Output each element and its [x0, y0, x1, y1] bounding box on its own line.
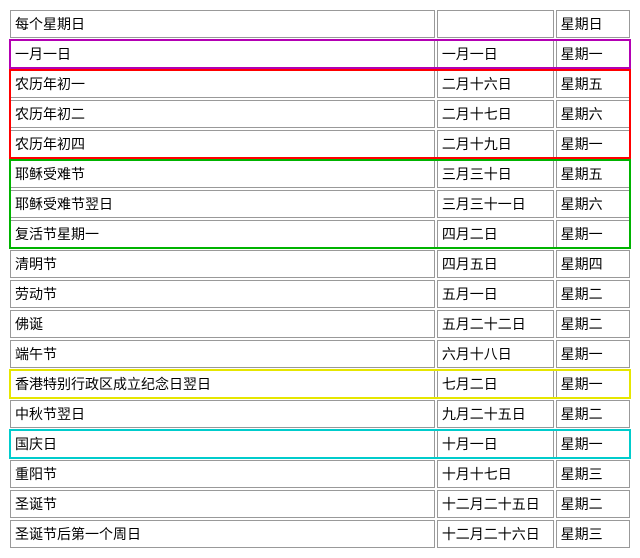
cell-dow: 星期五 [556, 70, 630, 98]
cell-dow: 星期日 [556, 10, 630, 38]
table-row: 一月一日一月一日星期一 [10, 40, 630, 68]
cell-holiday: 国庆日 [10, 430, 435, 458]
cell-date [437, 10, 554, 38]
table-row: 国庆日十月一日星期一 [10, 430, 630, 458]
cell-dow: 星期一 [556, 340, 630, 368]
cell-dow: 星期一 [556, 130, 630, 158]
cell-dow: 星期六 [556, 100, 630, 128]
cell-dow: 星期四 [556, 250, 630, 278]
cell-date: 十月一日 [437, 430, 554, 458]
table-row: 耶稣受难节翌日三月三十一日星期六 [10, 190, 630, 218]
table-container: 每个星期日星期日一月一日一月一日星期一农历年初一二月十六日星期五农历年初二二月十… [8, 8, 632, 550]
cell-date: 十二月二十五日 [437, 490, 554, 518]
cell-date: 四月二日 [437, 220, 554, 248]
cell-dow: 星期一 [556, 40, 630, 68]
cell-date: 十二月二十六日 [437, 520, 554, 548]
cell-holiday: 复活节星期一 [10, 220, 435, 248]
cell-holiday: 每个星期日 [10, 10, 435, 38]
cell-dow: 星期三 [556, 520, 630, 548]
table-row: 农历年初四二月十九日星期一 [10, 130, 630, 158]
cell-date: 一月一日 [437, 40, 554, 68]
cell-dow: 星期一 [556, 430, 630, 458]
table-row: 圣诞节后第一个周日十二月二十六日星期三 [10, 520, 630, 548]
cell-holiday: 耶稣受难节翌日 [10, 190, 435, 218]
cell-holiday: 农历年初二 [10, 100, 435, 128]
cell-holiday: 中秋节翌日 [10, 400, 435, 428]
table-row: 清明节四月五日星期四 [10, 250, 630, 278]
table-row: 端午节六月十八日星期一 [10, 340, 630, 368]
cell-holiday: 劳动节 [10, 280, 435, 308]
cell-dow: 星期二 [556, 400, 630, 428]
cell-holiday: 清明节 [10, 250, 435, 278]
table-row: 每个星期日 星期日 [10, 10, 630, 38]
cell-dow: 星期一 [556, 370, 630, 398]
table-row: 佛诞五月二十二日星期二 [10, 310, 630, 338]
cell-date: 十月十七日 [437, 460, 554, 488]
table-row: 中秋节翌日九月二十五日星期二 [10, 400, 630, 428]
table-row: 重阳节十月十七日星期三 [10, 460, 630, 488]
cell-date: 三月三十一日 [437, 190, 554, 218]
cell-holiday: 农历年初四 [10, 130, 435, 158]
cell-date: 六月十八日 [437, 340, 554, 368]
table-row: 复活节星期一四月二日星期一 [10, 220, 630, 248]
cell-dow: 星期一 [556, 220, 630, 248]
cell-date: 五月一日 [437, 280, 554, 308]
cell-holiday: 耶稣受难节 [10, 160, 435, 188]
table-row: 劳动节五月一日星期二 [10, 280, 630, 308]
cell-dow: 星期二 [556, 280, 630, 308]
cell-holiday: 香港特别行政区成立纪念日翌日 [10, 370, 435, 398]
cell-date: 三月三十日 [437, 160, 554, 188]
cell-holiday: 一月一日 [10, 40, 435, 68]
cell-holiday: 佛诞 [10, 310, 435, 338]
cell-date: 九月二十五日 [437, 400, 554, 428]
holiday-table: 每个星期日星期日一月一日一月一日星期一农历年初一二月十六日星期五农历年初二二月十… [8, 8, 632, 550]
cell-dow: 星期六 [556, 190, 630, 218]
table-row: 香港特别行政区成立纪念日翌日七月二日星期一 [10, 370, 630, 398]
table-row: 圣诞节十二月二十五日星期二 [10, 490, 630, 518]
cell-date: 四月五日 [437, 250, 554, 278]
table-row: 农历年初二二月十七日星期六 [10, 100, 630, 128]
cell-date: 二月十六日 [437, 70, 554, 98]
cell-holiday: 农历年初一 [10, 70, 435, 98]
cell-holiday: 重阳节 [10, 460, 435, 488]
cell-holiday: 圣诞节 [10, 490, 435, 518]
table-row: 农历年初一二月十六日星期五 [10, 70, 630, 98]
cell-date: 二月十七日 [437, 100, 554, 128]
table-row: 耶稣受难节三月三十日星期五 [10, 160, 630, 188]
cell-date: 五月二十二日 [437, 310, 554, 338]
cell-holiday: 端午节 [10, 340, 435, 368]
cell-dow: 星期三 [556, 460, 630, 488]
cell-dow: 星期二 [556, 310, 630, 338]
cell-dow: 星期五 [556, 160, 630, 188]
cell-date: 二月十九日 [437, 130, 554, 158]
cell-holiday: 圣诞节后第一个周日 [10, 520, 435, 548]
cell-date: 七月二日 [437, 370, 554, 398]
cell-dow: 星期二 [556, 490, 630, 518]
table-body: 每个星期日星期日一月一日一月一日星期一农历年初一二月十六日星期五农历年初二二月十… [10, 10, 630, 548]
